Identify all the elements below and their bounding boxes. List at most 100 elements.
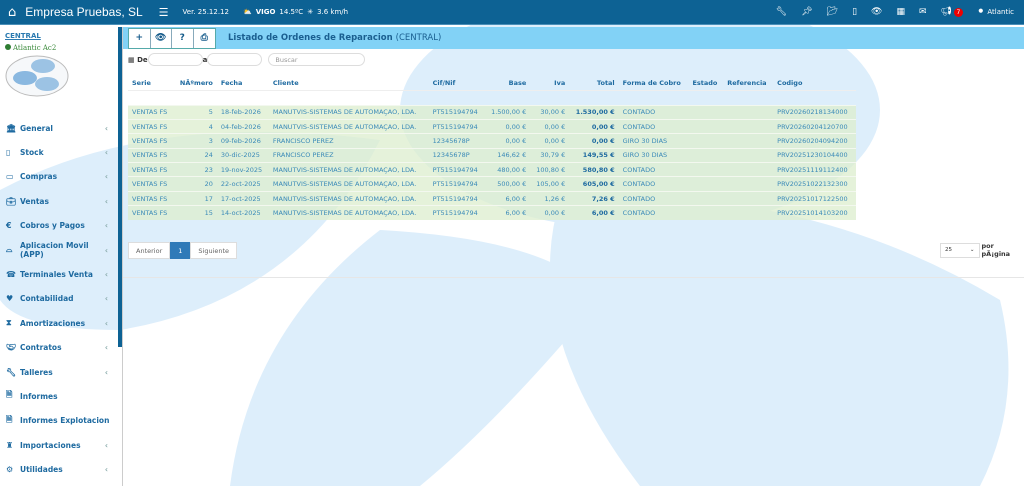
- sidebar-scrollbar[interactable]: [118, 27, 122, 347]
- table-row[interactable]: VENTAS FS 4 04-feb-2026 MANUTVIS-SISTEMAS D…: [128, 118, 856, 134]
- folder-icon[interactable]: 📂︎: [826, 7, 839, 17]
- notifications-button[interactable]: 📢︎ 7: [941, 7, 963, 17]
- table-row[interactable]: VENTAS FS 17 17-oct-2025 MANUTVIS-SISTEMAS …: [128, 190, 856, 206]
- chevron-left-icon: ‹: [104, 294, 108, 304]
- sidebar-item-label: Terminales Venta: [20, 270, 93, 280]
- column-header[interactable]: Cliente: [268, 76, 429, 91]
- table-cell: 23: [173, 162, 217, 177]
- column-header[interactable]: Base: [484, 76, 531, 91]
- chevron-left-icon: ‹: [104, 148, 108, 158]
- table-cell: PT515194794: [428, 190, 485, 206]
- calendar-icon[interactable]: ▦: [896, 7, 905, 17]
- help-button[interactable]: ?: [172, 28, 194, 48]
- chevron-left-icon: ‹: [104, 123, 108, 133]
- sidebar-item-importaciones[interactable]: ♜ Importaciones ‹: [0, 433, 118, 457]
- sidebar-item-utilidades[interactable]: ⚙ Utilidades ‹: [0, 457, 118, 481]
- sidebar-item-aplicacion-movil-app[interactable]: ⌓ Aplicacion Movil (APP) ‹: [0, 238, 118, 262]
- sidebar-item-contratos[interactable]: 🤝︎ Contratos ‹: [0, 336, 118, 360]
- column-header[interactable]: Cif/Nif: [428, 76, 485, 91]
- table-cell: 14-oct-2025: [216, 205, 269, 221]
- column-header[interactable]: Forma de Cobro: [618, 76, 689, 91]
- table-row[interactable]: VENTAS FS 20 22-oct-2025 MANUTVIS-SISTEMAS …: [128, 176, 856, 192]
- table-cell: 105,00 €: [530, 176, 570, 192]
- tablet-icon[interactable]: ▯: [852, 7, 858, 17]
- weather-wind: 3.6 km/h: [317, 8, 349, 16]
- table-cell: 5: [173, 104, 217, 120]
- sidebar-item-ventas[interactable]: 💼︎ Ventas ‹: [0, 189, 118, 213]
- eye-icon[interactable]: 👁︎: [871, 7, 883, 17]
- sidebar-item-label: Cobros y Pagos: [20, 221, 85, 231]
- table-row[interactable]: VENTAS FS 5 18-feb-2026 MANUTVIS-SISTEMAS D…: [128, 104, 856, 120]
- per-page-select[interactable]: 25 ⌄: [940, 242, 980, 258]
- company-name[interactable]: Empresa Pruebas, SL: [25, 5, 143, 19]
- table-row[interactable]: VENTAS FS 15 14-oct-2025 MANUTVIS-SISTEMAS …: [128, 205, 856, 221]
- column-header[interactable]: Iva: [530, 76, 570, 91]
- cloud-sun-icon: ⛅: [242, 8, 252, 16]
- sidebar-item-informes-explotacion[interactable]: 🗎 Informes Explotacion: [0, 409, 118, 433]
- user-logo-icon: ⚫: [976, 7, 985, 17]
- column-header[interactable]: Referencia: [723, 76, 774, 91]
- table-row[interactable]: VENTAS FS 24 30-dic-2025 FRANCISCO PEREZ 123…: [128, 147, 856, 163]
- sidebar-item-stock[interactable]: ▯ Stock ‹: [0, 140, 118, 164]
- title-text: Listado de Ordenes de Reparacion: [228, 33, 393, 43]
- column-header[interactable]: Codigo: [773, 76, 856, 91]
- branch-link[interactable]: CENTRAL: [5, 32, 41, 40]
- table-cell: 4: [173, 118, 217, 134]
- filters: ▦ De a Buscar: [128, 53, 366, 66]
- envelope-icon[interactable]: ✉: [918, 7, 927, 17]
- company-logo: [5, 55, 69, 97]
- table-cell: PT515194794: [428, 118, 485, 134]
- add-button[interactable]: +: [129, 28, 151, 48]
- menu-toggle-icon[interactable]: ☰: [158, 5, 169, 19]
- file-icon: 🗎: [6, 390, 13, 400]
- date-to-input[interactable]: [207, 53, 263, 66]
- sidebar-item-amortizaciones[interactable]: ⧗ Amortizaciones ‹: [0, 311, 118, 335]
- wrench-icon[interactable]: 🔧︎: [775, 7, 788, 17]
- sidebar-item-label: Compras: [20, 172, 58, 182]
- pin-icon[interactable]: 📌︎: [801, 7, 813, 17]
- panel-header: + 👁︎ ? ⎙ Listado de Ordenes de Reparacio…: [123, 27, 1024, 49]
- sidebar-item-label: Ventas: [20, 196, 49, 206]
- table-cell: PRV20251014103200: [773, 205, 856, 221]
- sidebar-item-talleres[interactable]: 🔧︎ Talleres ‹: [0, 360, 118, 384]
- sidebar-item-general[interactable]: 🏛︎ General ‹: [0, 116, 118, 140]
- user-menu[interactable]: ⚫ Atlantic: [977, 7, 1014, 17]
- column-header[interactable]: Serie: [128, 76, 174, 91]
- handshake-icon: 🤝︎: [6, 343, 17, 353]
- next-page-button[interactable]: Siguiente: [190, 242, 238, 259]
- sidebar-item-cobros-y-pagos[interactable]: € Cobros y Pagos ‹: [0, 214, 118, 238]
- wrench-icon: 🔧︎: [6, 367, 17, 377]
- sidebar-item-contabilidad[interactable]: ♥ Contabilidad ‹: [0, 287, 118, 311]
- chevron-left-icon: ‹: [104, 440, 108, 450]
- table-row[interactable]: VENTAS FS 3 09-feb-2026 FRANCISCO PEREZ 1234…: [128, 133, 856, 149]
- sidebar-item-label: Amortizaciones: [20, 318, 86, 328]
- sidebar-item-label: Contratos: [20, 343, 62, 353]
- chevron-left-icon: ‹: [104, 221, 108, 231]
- table-cell: PRV20260204094200: [773, 133, 856, 149]
- sidebar-item-informes[interactable]: 🗎 Informes: [0, 384, 118, 408]
- sidebar-item-compras[interactable]: ▭ Compras ‹: [0, 165, 118, 189]
- view-button[interactable]: 👁︎: [151, 28, 172, 48]
- home-icon[interactable]: ⌂: [8, 4, 17, 20]
- print-button[interactable]: ⎙: [200, 33, 208, 43]
- page-1-button[interactable]: 1: [170, 242, 191, 259]
- prev-page-button[interactable]: Anterior: [128, 242, 171, 259]
- table-cell: 15: [173, 205, 217, 221]
- table-cell: MANUTVIS-SISTEMAS DE AUTOMAÇAO, LDA.: [268, 104, 429, 120]
- column-header[interactable]: NÃºmero: [173, 76, 217, 91]
- file-icon: 🗎: [6, 414, 13, 424]
- column-header[interactable]: Total: [569, 76, 619, 91]
- table-row[interactable]: VENTAS FS 23 19-nov-2025 MANUTVIS-SISTEMAS …: [128, 162, 856, 177]
- table-cell: FRANCISCO PEREZ: [268, 147, 429, 163]
- date-from-input[interactable]: [147, 53, 203, 66]
- column-header[interactable]: Fecha: [216, 76, 269, 91]
- top-bar: ⌂ Empresa Pruebas, SL ☰ Ver. 25.12.12 ⛅ V…: [0, 0, 1024, 25]
- search-input[interactable]: Buscar: [268, 53, 366, 66]
- chevron-left-icon: ‹: [104, 343, 108, 353]
- hourglass-icon: ⧗: [6, 318, 12, 328]
- table-cell: PRV20260218134000: [773, 104, 856, 120]
- table-cell: [688, 205, 724, 221]
- sidebar-item-terminales-venta[interactable]: ☎︎ Terminales Venta ‹: [0, 262, 118, 286]
- table-cell: 17: [173, 190, 217, 206]
- column-header[interactable]: Estado: [688, 76, 724, 91]
